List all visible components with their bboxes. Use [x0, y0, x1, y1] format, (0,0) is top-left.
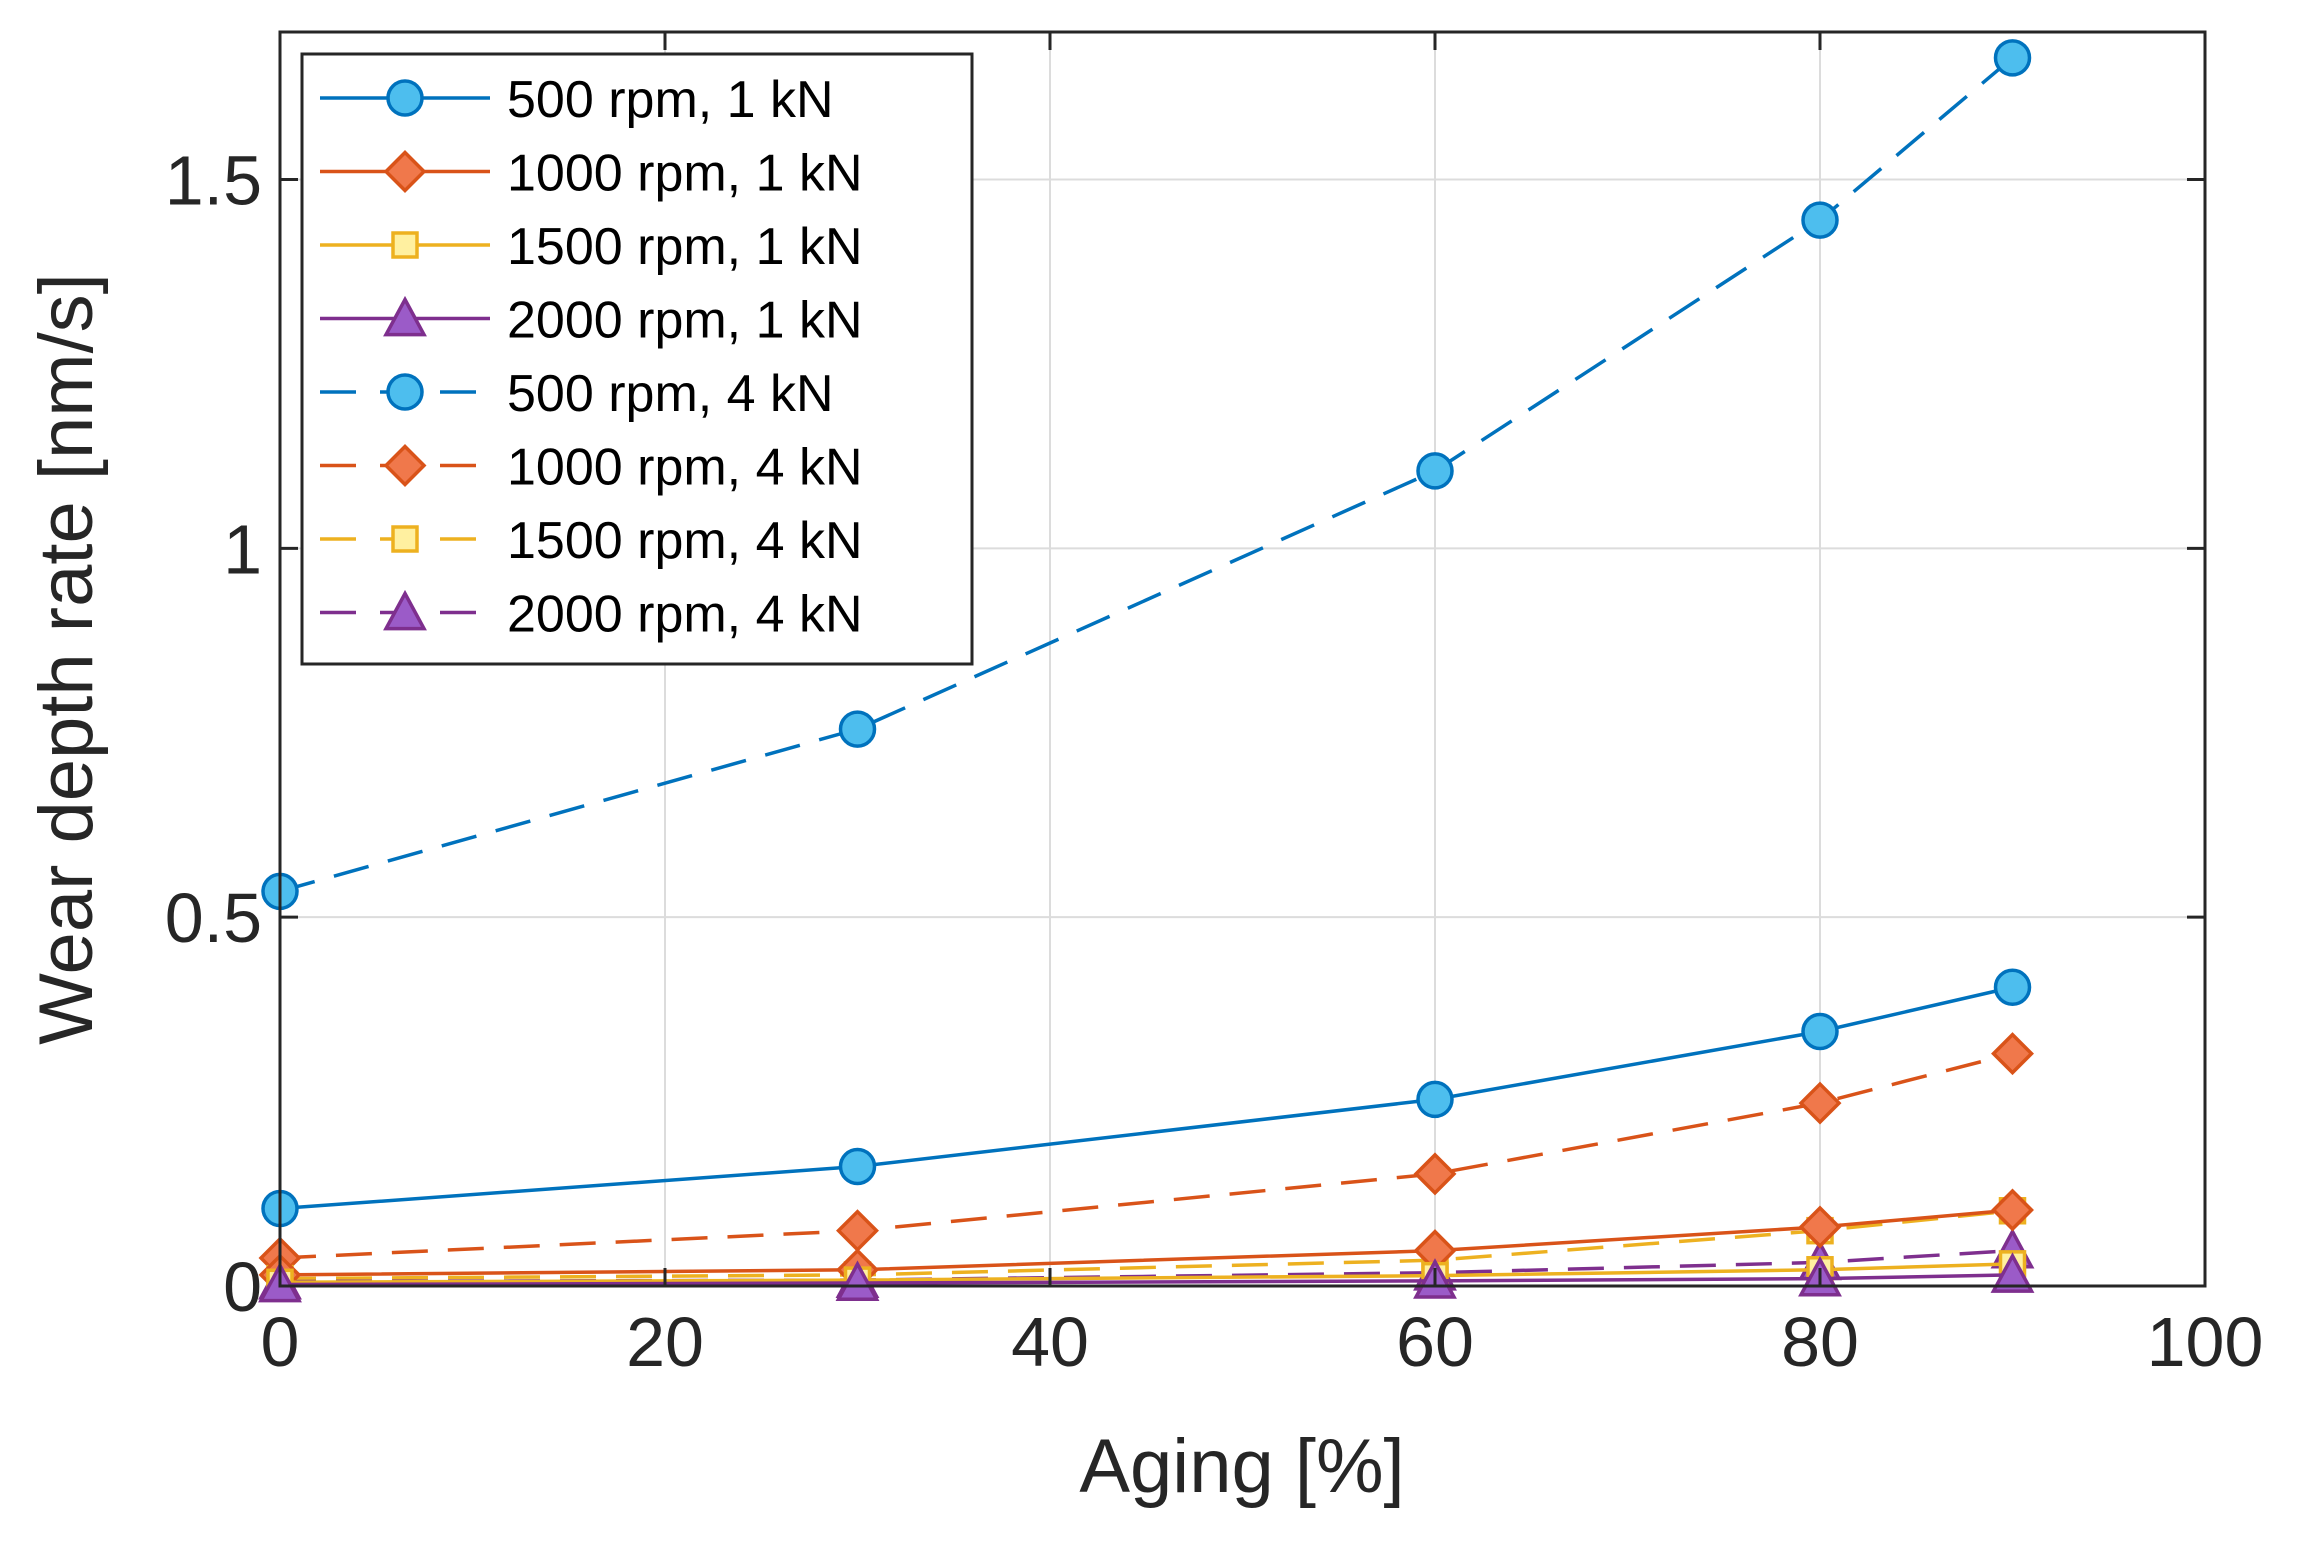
y-tick-label: 0.5	[165, 879, 262, 957]
data-point	[835, 1260, 880, 1301]
legend-marker	[386, 79, 424, 117]
data-point	[1801, 201, 1839, 239]
data-point	[1801, 1012, 1839, 1051]
x-tick-label: 80	[1781, 1303, 1859, 1381]
plot-frame	[278, 30, 2207, 1288]
data-point	[1798, 1081, 1842, 1125]
legend-label: 1000 rpm, 4 kN	[507, 439, 863, 497]
legend-marker	[391, 525, 419, 553]
legend-marker	[383, 150, 427, 193]
data-point	[1990, 1252, 2035, 1293]
data-point	[1798, 1205, 1842, 1249]
x-tick-label: 20	[626, 1303, 704, 1381]
data-point	[1416, 1080, 1454, 1119]
y-tick-label: 1	[223, 510, 262, 588]
x-tick-label: 100	[2147, 1303, 2264, 1381]
data-point	[1413, 1152, 1457, 1196]
legend-marker	[386, 373, 424, 411]
x-tick-label: 40	[1011, 1303, 1089, 1381]
data-point	[838, 1147, 877, 1186]
x-tick-label: 60	[1396, 1303, 1474, 1381]
data-point	[838, 710, 877, 748]
data-point	[1991, 1188, 2034, 1232]
legend-label: 1500 rpm, 4 kN	[507, 512, 863, 570]
data-point	[1993, 968, 2032, 1007]
legend-label: 2000 rpm, 1 kN	[507, 292, 863, 350]
ticks: 0 20 40 60 80 100 0 0.5 1 1.5	[165, 32, 2264, 1381]
data-point	[1416, 452, 1454, 490]
legend-marker	[391, 231, 419, 259]
legend-box	[300, 52, 974, 666]
legend-marker	[383, 589, 427, 631]
y-tick-label: 0	[223, 1248, 262, 1326]
legend-label: 1000 rpm, 1 kN	[507, 145, 863, 203]
legend-label: 2000 rpm, 4 kN	[507, 586, 863, 644]
data-point	[1991, 1032, 2034, 1076]
legend-marker	[383, 295, 427, 337]
y-tick-label: 1.5	[165, 142, 262, 220]
legend: 500 rpm, 1 kN 1000 rpm, 1 kN 1500 rpm, 1 k…	[300, 52, 974, 666]
legend-label: 500 rpm, 1 kN	[507, 71, 834, 129]
y-axis-label: Wear depth rate [nm/s]	[24, 273, 109, 1045]
x-tick-label: 0	[261, 1303, 300, 1381]
legend-label: 1500 rpm, 1 kN	[507, 218, 863, 276]
legend-marker	[383, 444, 427, 487]
data-point	[1993, 39, 2032, 77]
x-axis-label: Aging [%]	[1079, 1424, 1404, 1509]
series-0	[261, 968, 2032, 1228]
legend-label: 500 rpm, 4 kN	[507, 365, 834, 423]
